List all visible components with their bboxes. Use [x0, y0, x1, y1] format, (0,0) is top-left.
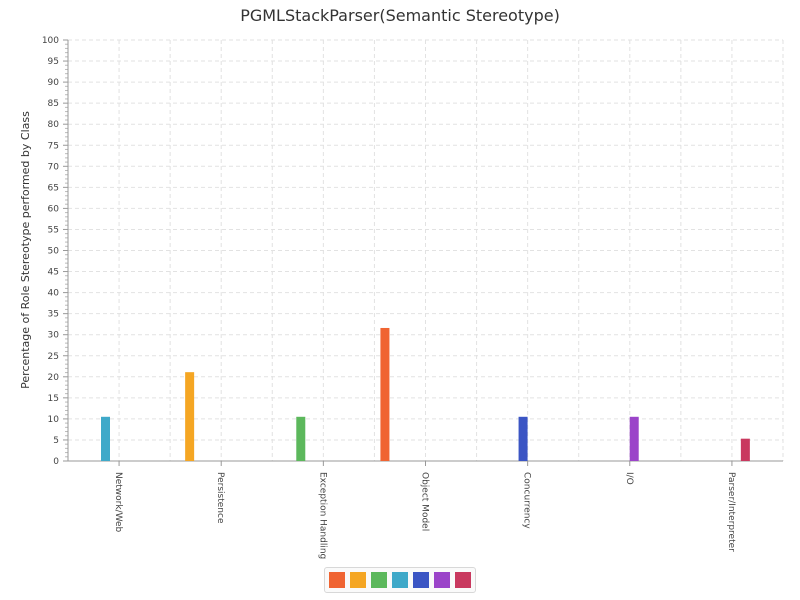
legend [324, 567, 476, 593]
legend-swatch [455, 572, 471, 588]
bar [629, 416, 639, 461]
y-tick-label: 55 [48, 225, 59, 235]
y-tick-label: 35 [48, 310, 59, 320]
bar [101, 416, 110, 461]
y-axis-title: Percentage of Role Stereotype performed … [19, 111, 32, 389]
axis-labels: 0 5 10 15 20 25 30 35 40 45 50 55 60 65 70 75 80 85 90 95 10… [42, 36, 736, 559]
legend-swatch [434, 572, 450, 588]
legend-swatch [413, 572, 429, 588]
y-tick-label: 80 [48, 120, 60, 130]
y-tick-label: 20 [48, 373, 60, 383]
x-tick-label: Network/Web [113, 472, 123, 533]
y-tick-label: 100 [42, 36, 59, 46]
y-tick-label: 5 [53, 436, 59, 446]
y-tick-label: 45 [48, 268, 59, 278]
x-tick-label: I/O [624, 472, 634, 485]
bar [740, 438, 750, 461]
axes [63, 39, 783, 466]
grid-lines [68, 39, 784, 461]
y-tick-label: 40 [48, 289, 60, 299]
y-tick-label: 60 [48, 204, 60, 214]
y-tick-label: 65 [48, 183, 59, 193]
x-tick-label: Parser/Interpreter [726, 472, 736, 552]
y-tick-label: 75 [48, 141, 59, 151]
y-tick-label: 10 [48, 415, 60, 425]
y-tick-label: 0 [53, 457, 59, 467]
legend-swatch [371, 572, 387, 588]
chart-title: PGMLStackParser(Semantic Stereotype) [240, 6, 560, 25]
y-tick-label: 90 [48, 78, 60, 88]
x-tick-label: Persistence [215, 472, 225, 524]
x-tick-label: Concurrency [522, 472, 532, 529]
x-tick-label: Exception Handling [317, 472, 327, 559]
bar [380, 327, 390, 461]
y-tick-label: 95 [48, 57, 59, 67]
bar [185, 372, 195, 461]
bar [296, 416, 306, 461]
legend-swatch [329, 572, 345, 588]
y-tick-label: 30 [48, 331, 60, 341]
bars [101, 327, 750, 461]
x-tick-label: Object Model [420, 472, 430, 531]
bar [518, 416, 528, 461]
legend-swatch [350, 572, 366, 588]
y-tick-label: 15 [48, 394, 59, 404]
y-tick-label: 70 [48, 162, 60, 172]
y-tick-label: 85 [48, 99, 59, 109]
y-tick-label: 25 [48, 352, 59, 362]
y-tick-label: 50 [48, 247, 60, 257]
legend-swatch [392, 572, 408, 588]
